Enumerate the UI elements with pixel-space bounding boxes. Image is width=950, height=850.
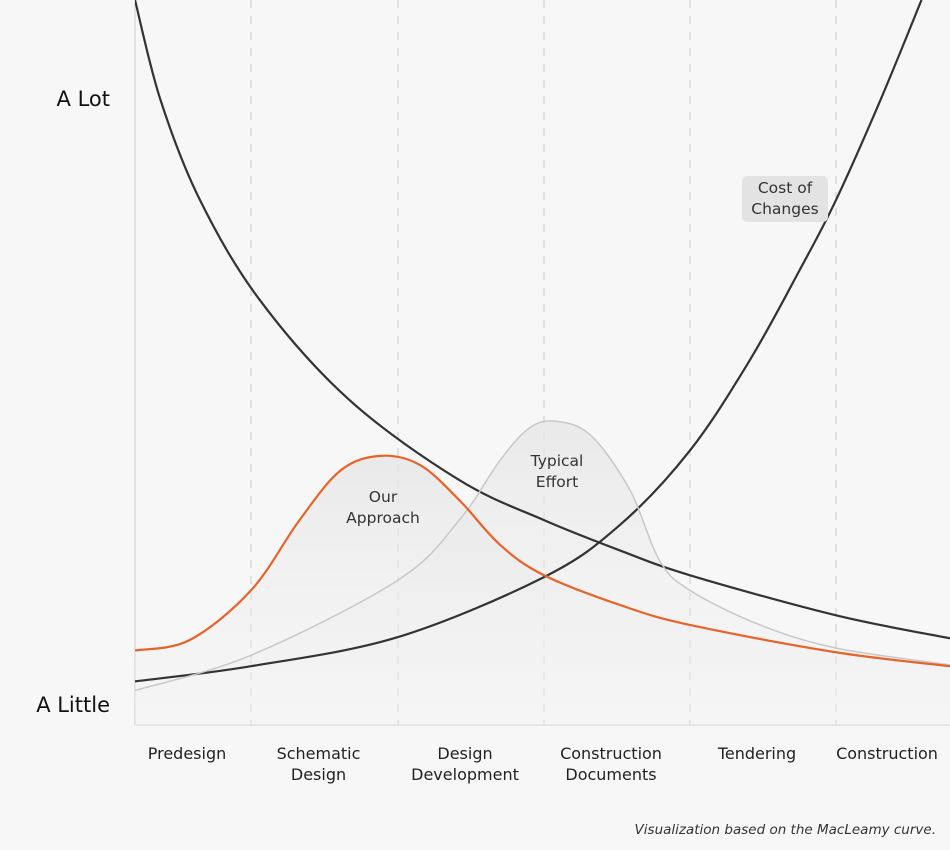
footnote: Visualization based on the MacLeamy curv…: [634, 822, 936, 838]
y-tick-label: A Lot: [56, 87, 110, 112]
x-tick-label: Predesign: [147, 744, 227, 763]
series-label: Cost of Changes: [742, 176, 828, 222]
x-tick-label: Construction Documents: [560, 744, 662, 784]
x-tick-label: Schematic Design: [276, 744, 361, 784]
series-line: [135, 0, 950, 640]
series-area: [135, 455, 950, 725]
y-tick-label: A Little: [36, 693, 110, 718]
series-line: [135, 454, 950, 668]
x-tick-label: Construction: [836, 744, 938, 763]
series-line: [135, 0, 923, 683]
series-label: Our Approach: [346, 488, 420, 527]
series-line: [135, 420, 950, 692]
series-label: Typical Effort: [530, 452, 584, 491]
x-tick-label: Design Development: [411, 744, 519, 784]
x-tick-label: Tendering: [717, 744, 797, 763]
